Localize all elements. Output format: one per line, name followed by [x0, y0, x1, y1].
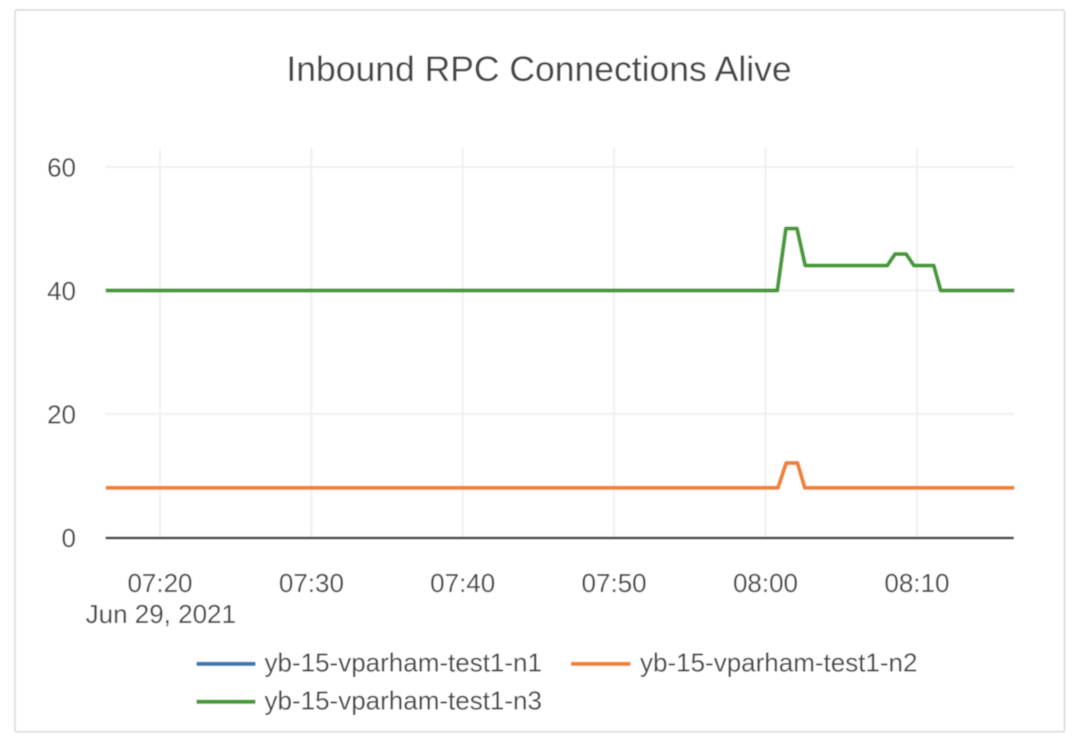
svg-text:0: 0 [62, 523, 76, 553]
svg-text:Inbound RPC Connections Alive: Inbound RPC Connections Alive [286, 49, 791, 89]
svg-text:08:10: 08:10 [884, 568, 949, 598]
svg-text:Jun 29, 2021: Jun 29, 2021 [86, 599, 236, 629]
svg-text:07:20: 07:20 [127, 568, 192, 598]
svg-text:yb-15-vparham-test1-n1: yb-15-vparham-test1-n1 [265, 648, 542, 678]
svg-text:20: 20 [47, 400, 76, 430]
svg-text:08:00: 08:00 [733, 568, 798, 598]
svg-text:07:30: 07:30 [279, 568, 344, 598]
svg-text:yb-15-vparham-test1-n2: yb-15-vparham-test1-n2 [640, 648, 917, 678]
svg-text:60: 60 [47, 153, 76, 183]
svg-text:40: 40 [47, 276, 76, 306]
svg-text:07:40: 07:40 [430, 568, 495, 598]
svg-text:07:50: 07:50 [582, 568, 647, 598]
svg-text:yb-15-vparham-test1-n3: yb-15-vparham-test1-n3 [265, 685, 542, 715]
